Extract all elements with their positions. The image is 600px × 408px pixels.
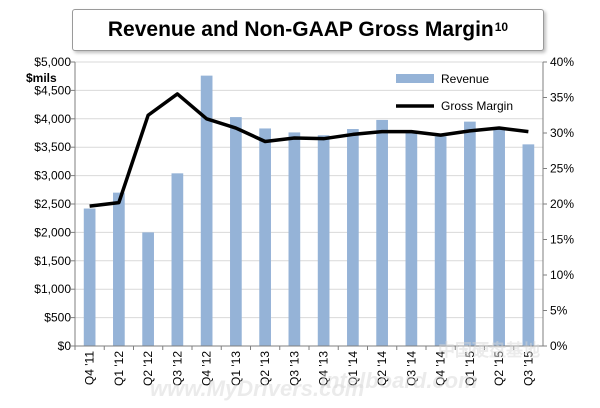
y-tick-label: $1,500 <box>34 254 71 268</box>
legend-revenue-swatch <box>396 74 434 83</box>
revenue-bar <box>493 128 505 346</box>
y-tick-label: $500 <box>44 311 71 325</box>
x-tick-label: Q4 '13 <box>317 351 331 386</box>
x-tick-label: Q4 '12 <box>200 351 214 386</box>
legend: Revenue Gross Margin <box>396 72 513 113</box>
chart-title-superscript: 10 <box>494 20 509 34</box>
y-tick-label: $3,500 <box>34 140 71 154</box>
y2-tick-label: 10% <box>550 268 574 282</box>
x-tick-label: Q1 '14 <box>346 351 360 386</box>
watermark: www.MyDrivers.com 中国硬盘基地 Intelboard.com <box>150 340 540 401</box>
x-tick-label: Q4 '11 <box>83 351 97 385</box>
x-tick-label: Q2 '15 <box>492 351 506 386</box>
x-tick-label: Q2 '14 <box>375 351 389 386</box>
x-tick-label: Q3 '13 <box>287 351 301 386</box>
revenue-bar <box>230 117 242 346</box>
revenue-bars <box>83 75 535 346</box>
x-tick-label: Q1 '15 <box>463 351 477 386</box>
chart-title-box: Revenue and Non-GAAP Gross Margin 10 <box>72 9 544 51</box>
x-tick-label: Q1 '13 <box>229 351 243 386</box>
y-tick-label: $4,500 <box>34 83 71 97</box>
y-tick-label: $4,000 <box>34 112 71 126</box>
legend-gross-margin-label: Gross Margin <box>441 99 513 113</box>
revenue-bar <box>113 192 125 346</box>
y-tick-label: $2,000 <box>34 225 71 239</box>
revenue-bar <box>405 133 418 346</box>
x-tick-label: Q4 '14 <box>434 351 448 386</box>
y-axis-label: $mils <box>26 71 57 85</box>
axes <box>71 61 547 350</box>
revenue-bar <box>434 136 447 346</box>
legend-revenue-label: Revenue <box>441 72 489 86</box>
y2-tick-label: 25% <box>550 162 574 176</box>
revenue-bar <box>259 128 271 346</box>
y-tick-label: $0 <box>58 339 72 353</box>
y2-tick-label: 15% <box>550 233 574 247</box>
x-tick-label: Q2 '12 <box>141 351 155 386</box>
x-tick-label: Q3 '15 <box>521 351 535 386</box>
revenue-bar <box>142 232 154 346</box>
revenue-bar <box>288 132 301 346</box>
right-axis-ticks: 0% 5% 10% 15% 20% 25% 30% 35% 40% <box>550 55 574 353</box>
y2-tick-label: 5% <box>550 304 568 318</box>
revenue-bar <box>171 173 184 346</box>
x-tick-label: Q2 '13 <box>258 351 272 386</box>
gross-margin-line <box>89 92 529 208</box>
y-tick-label: $1,000 <box>34 282 71 296</box>
gross-margin-series-line <box>89 92 529 208</box>
x-tick-label: Q1 '12 <box>112 351 126 386</box>
y2-tick-label: 0% <box>550 339 568 353</box>
revenue-bar <box>522 144 535 346</box>
y2-tick-label: 30% <box>550 126 574 140</box>
y-tick-label: $3,000 <box>34 169 71 183</box>
y-tick-label: $5,000 <box>34 55 71 69</box>
watermark-text-2: Intelboard.com <box>320 368 478 393</box>
revenue-bar <box>317 135 330 346</box>
revenue-bar <box>200 75 213 346</box>
x-axis-ticks: Q4 '11 Q1 '12 Q2 '12 Q3 '12 Q4 '12 Q1 '13 Q2 '… <box>83 351 536 386</box>
x-tick-label: Q3 '12 <box>170 351 184 386</box>
revenue-bar <box>376 119 388 346</box>
watermark-text-cn: 中国硬盘基地 <box>438 340 540 360</box>
x-tick-label: Q3 '14 <box>404 351 418 386</box>
y-tick-label: $2,500 <box>34 197 71 211</box>
revenue-bar <box>347 129 359 346</box>
y2-tick-label: 40% <box>550 55 574 69</box>
watermark-text: www.MyDrivers.com <box>150 376 364 401</box>
chart-title: Revenue and Non-GAAP Gross Margin <box>107 18 494 41</box>
revenue-bar <box>83 208 96 346</box>
y2-tick-label: 35% <box>550 91 574 105</box>
y2-tick-label: 20% <box>550 197 574 211</box>
left-axis-ticks: $0 $500 $1,000 $1,500 $2,000 $2,500 $3,000 $3,5… <box>34 55 71 353</box>
revenue-bar <box>464 121 476 346</box>
